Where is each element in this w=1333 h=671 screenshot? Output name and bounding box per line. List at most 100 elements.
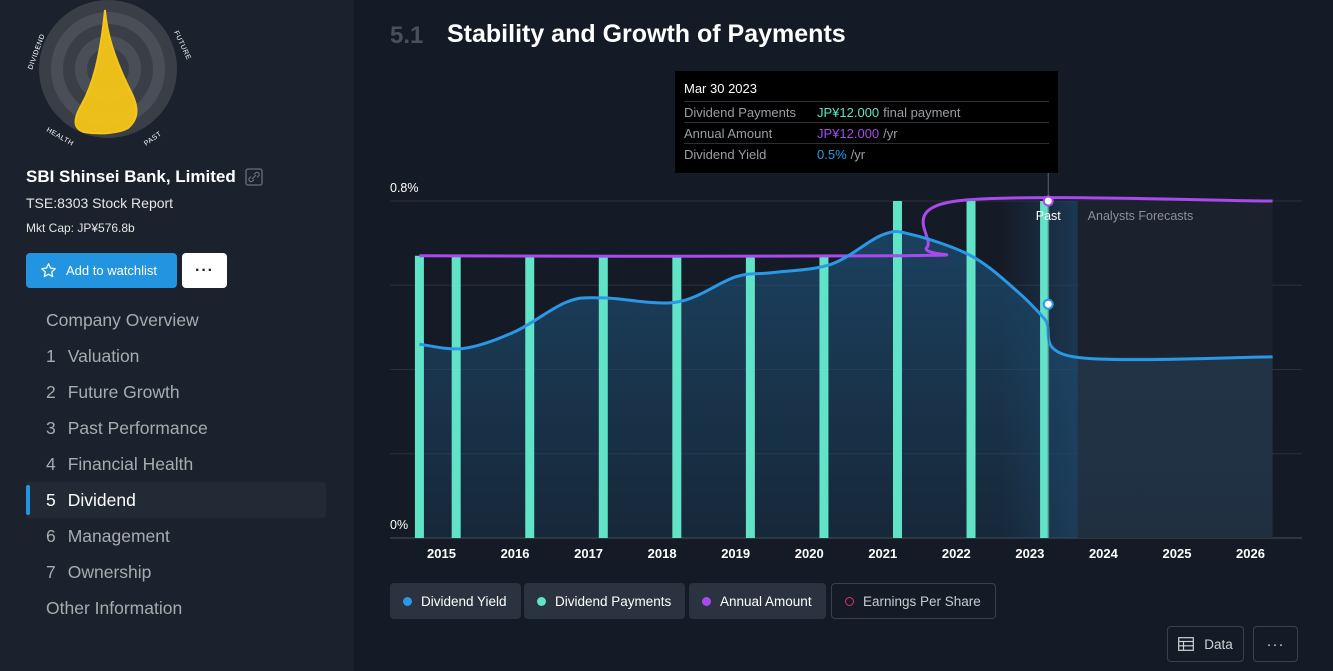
copy-link-icon[interactable] <box>244 167 264 187</box>
legend-dot-icon <box>702 596 711 606</box>
sidebar: DIVIDEND FUTURE PAST HEALTH SBI Shinsei … <box>0 0 354 671</box>
nav-item-number: 2 <box>46 381 56 402</box>
nav-item-ownership[interactable]: 7 Ownership <box>26 554 326 590</box>
nav-item-number: 6 <box>46 525 56 546</box>
market-cap: Mkt Cap: JP¥576.8b <box>26 221 135 235</box>
legend-annual-amount[interactable]: Annual Amount <box>689 583 826 619</box>
dividend-payment-bar[interactable] <box>966 201 976 538</box>
dividend-yield-line <box>419 230 1273 362</box>
legend-earnings-per-share[interactable]: Earnings Per Share <box>831 583 996 619</box>
snowflake-shape <box>74 9 138 135</box>
nav-item-label: Future Growth <box>67 381 180 402</box>
nav-item-label: Financial Health <box>67 453 194 474</box>
nav-item-label: Other Information <box>46 597 183 618</box>
legend-label: Earnings Per Share <box>863 593 981 609</box>
nav-item-label: Company Overview <box>46 309 199 330</box>
ticker-label: TSE:8303 Stock Report <box>26 195 174 211</box>
chart-tooltip: Mar 30 2023 Dividend Payments JP¥12.000 fi… <box>675 71 1058 173</box>
nav-item-other-information[interactable]: Other Information <box>26 590 326 626</box>
x-tick-label: 2019 <box>721 546 750 561</box>
nav-item-number: 7 <box>46 561 56 582</box>
main-content: 5.1 Stability and Growth of Payments 0.8… <box>354 0 1333 671</box>
tooltip-row: Dividend Yield 0.5%/yr <box>684 143 1049 164</box>
legend-dot-icon <box>403 596 412 606</box>
nav-item-past-performance[interactable]: 3 Past Performance <box>26 410 326 446</box>
dividend-payment-bar[interactable] <box>598 255 608 538</box>
x-tick-label: 2025 <box>1163 546 1192 561</box>
legend-dividend-payments[interactable]: Dividend Payments <box>524 583 686 619</box>
snowflake-label-past: PAST <box>143 130 163 147</box>
table-icon <box>1178 637 1195 651</box>
nav-item-label: Ownership <box>67 561 152 582</box>
tooltip-row-suffix: /yr <box>883 125 898 141</box>
report-nav: Company Overview 1 Valuation 2 Future Growth… <box>26 302 326 626</box>
dividend-chart[interactable]: 0.8% 0% 2015 2016 2017 2018 2019 2020 2021 2022 20… <box>354 0 1333 580</box>
x-tick-label: 2018 <box>648 546 677 561</box>
nav-item-valuation[interactable]: 1 Valuation <box>26 338 326 374</box>
past-label: Past <box>1036 209 1062 223</box>
dividend-yield-marker <box>1042 298 1054 310</box>
section-title: Stability and Growth of Payments <box>447 20 846 48</box>
dividend-payment-bar[interactable] <box>672 255 682 538</box>
nav-item-label: Dividend <box>67 489 136 510</box>
tooltip-row-value: 0.5% <box>817 146 847 162</box>
x-tick-label: 2021 <box>868 546 897 561</box>
x-tick-label: 2017 <box>574 546 603 561</box>
nav-item-label: Management <box>67 525 170 546</box>
nav-item-company-overview[interactable]: Company Overview <box>26 302 326 338</box>
tooltip-row-label: Dividend Payments <box>684 104 796 120</box>
company-name: SBI Shinsei Bank, Limited <box>26 167 236 186</box>
dividend-payment-bar[interactable] <box>414 255 424 538</box>
nav-item-label: Valuation <box>67 345 140 366</box>
annual-amount-line <box>419 196 1273 258</box>
x-tick-label: 2022 <box>942 546 971 561</box>
tooltip-row: Annual Amount JP¥12.000/yr <box>684 122 1049 143</box>
nav-item-financial-health[interactable]: 4 Financial Health <box>26 446 326 482</box>
x-tick-label: 2016 <box>501 546 530 561</box>
nav-item-number: 3 <box>46 417 56 438</box>
nav-item-number: 1 <box>46 345 56 366</box>
nav-item-dividend[interactable]: 5 Dividend <box>26 482 326 518</box>
nav-item-management[interactable]: 6 Management <box>26 518 326 554</box>
data-table-button[interactable]: Data <box>1167 626 1244 662</box>
nav-item-number: 5 <box>46 489 56 510</box>
dividend-payment-bar[interactable] <box>1040 201 1050 538</box>
tooltip-row-value: JP¥12.000 <box>817 125 880 141</box>
nav-item-label: Past Performance <box>67 417 208 438</box>
star-icon <box>41 263 56 278</box>
snowflake-chart: DIVIDEND FUTURE PAST HEALTH <box>27 0 192 148</box>
y-tick-label: 0% <box>390 518 408 532</box>
snowflake-label-health: HEALTH <box>45 127 75 148</box>
more-options-button[interactable]: ··· <box>182 253 227 288</box>
dividend-payment-bar[interactable] <box>525 255 535 538</box>
y-tick-label: 0.8% <box>390 181 419 195</box>
x-tick-label: 2023 <box>1015 546 1044 561</box>
x-tick-label: 2015 <box>427 546 456 561</box>
dividend-payment-bar[interactable] <box>819 255 829 538</box>
legend-dot-icon <box>537 596 546 606</box>
tooltip-row-label: Annual Amount <box>684 125 773 141</box>
dividend-yield-area <box>419 231 1273 538</box>
tooltip-row-suffix: /yr <box>850 146 866 162</box>
legend-label: Dividend Payments <box>555 593 672 609</box>
nav-item-future-growth[interactable]: 2 Future Growth <box>26 374 326 410</box>
dividend-payment-bar[interactable] <box>892 201 902 538</box>
watchlist-label: Add to watchlist <box>66 263 158 278</box>
nav-item-number: 4 <box>46 453 56 474</box>
x-tick-label: 2020 <box>795 546 824 561</box>
section-number: 5.1 <box>390 22 424 49</box>
x-tick-label: 2024 <box>1089 546 1119 561</box>
dividend-payment-bar[interactable] <box>745 255 755 538</box>
x-tick-label: 2026 <box>1236 546 1265 561</box>
tooltip-date: Mar 30 2023 <box>684 81 757 96</box>
chart-more-button[interactable]: ··· <box>1253 626 1298 662</box>
add-to-watchlist-button[interactable]: Add to watchlist <box>26 253 177 288</box>
dividend-payment-bar[interactable] <box>451 255 461 538</box>
legend-dot-icon <box>845 596 854 606</box>
tooltip-row-value: JP¥12.000 <box>817 104 880 120</box>
legend-label: Dividend Yield <box>421 593 507 609</box>
annual-amount-marker <box>1042 195 1054 207</box>
tooltip-row: Dividend Payments JP¥12.000 final payment <box>684 101 1049 122</box>
legend-label: Annual Amount <box>720 593 812 609</box>
legend-dividend-yield[interactable]: Dividend Yield <box>390 583 521 619</box>
